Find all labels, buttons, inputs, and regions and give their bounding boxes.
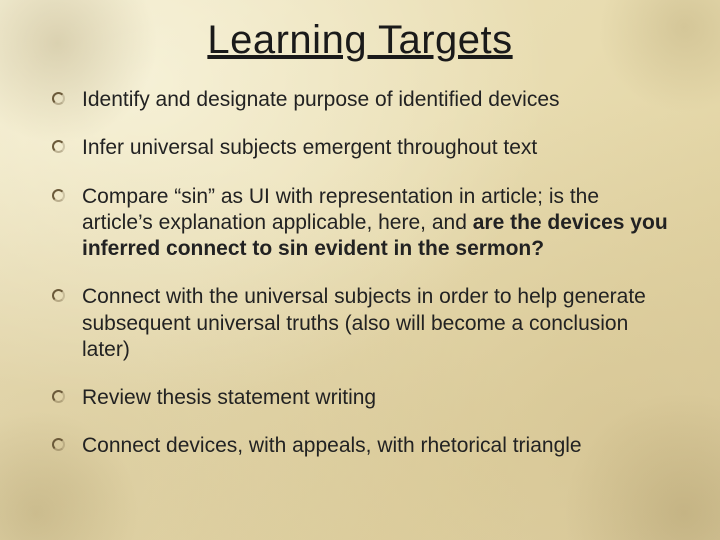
list-item: Connect devices, with appeals, with rhet…	[48, 433, 672, 459]
list-item: Compare “sin” as UI with representation …	[48, 184, 672, 263]
bullet-text: Review thesis statement writing	[82, 386, 376, 409]
bullet-text: Connect with the universal subjects in o…	[82, 285, 646, 361]
list-item: Identify and designate purpose of identi…	[48, 87, 672, 113]
list-item: Connect with the universal subjects in o…	[48, 284, 672, 363]
list-item: Review thesis statement writing	[48, 385, 672, 411]
slide-title: Learning Targets	[48, 18, 672, 63]
bullet-text: Infer universal subjects emergent throug…	[82, 136, 537, 159]
bullet-list: Identify and designate purpose of identi…	[48, 87, 672, 460]
bullet-text: Connect devices, with appeals, with rhet…	[82, 434, 582, 457]
slide: Learning Targets Identify and designate …	[0, 0, 720, 540]
list-item: Infer universal subjects emergent throug…	[48, 135, 672, 161]
bullet-text: Identify and designate purpose of identi…	[82, 88, 560, 111]
